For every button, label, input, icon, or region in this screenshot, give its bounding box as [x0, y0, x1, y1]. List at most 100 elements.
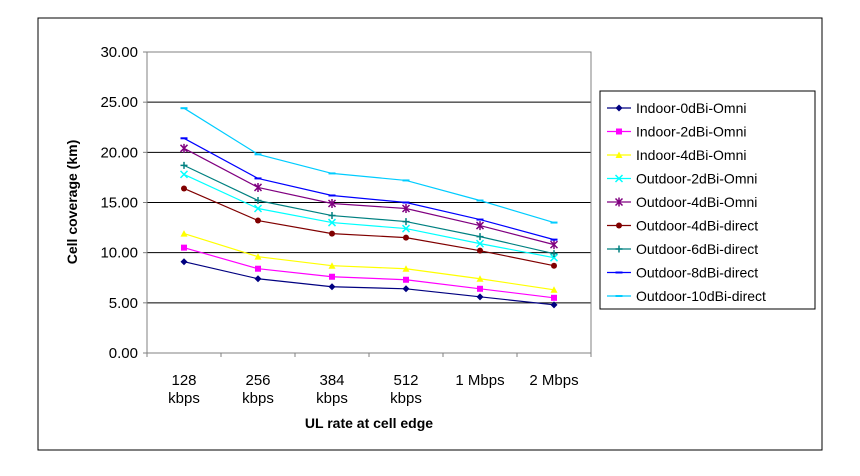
data-point — [329, 230, 335, 237]
legend-item: Outdoor-4dBi-direct — [607, 218, 758, 234]
y-tick-label: 5.00 — [109, 295, 138, 312]
series-line — [183, 137, 555, 241]
series-outdoor-4dbi-omni — [179, 143, 559, 250]
legend-label: Outdoor-4dBi-direct — [636, 218, 758, 234]
data-point — [327, 199, 337, 209]
data-point — [551, 262, 557, 269]
x-tick-label-line: 1 Mbps — [455, 372, 504, 389]
legend-item: Outdoor-8dBi-direct — [607, 265, 758, 281]
legend-item: Outdoor-10dBi-direct — [607, 288, 766, 304]
series-line — [183, 187, 555, 267]
legend-label: Outdoor-6dBi-direct — [636, 241, 758, 257]
data-point — [476, 233, 484, 241]
data-point — [254, 275, 262, 283]
data-point — [255, 217, 261, 224]
series-line — [183, 247, 555, 299]
x-tick-label: 128 kbps — [168, 372, 200, 407]
legend-label: Outdoor-8dBi-direct — [636, 265, 758, 281]
y-tick-label: 20.00 — [100, 144, 138, 161]
legend-item: Indoor-0dBi-Omni — [607, 100, 747, 116]
x-axis-title: UL rate at cell edge — [305, 415, 433, 431]
data-point — [477, 285, 483, 292]
series-line — [183, 233, 555, 291]
legend-box — [599, 90, 816, 310]
y-tick-label: 15.00 — [100, 195, 138, 212]
legend-label: Outdoor-2dBi-Omni — [636, 171, 757, 187]
x-tick-label-line: kbps — [390, 390, 422, 407]
data-point — [254, 196, 262, 204]
data-point — [615, 151, 623, 158]
y-tick-label: 10.00 — [100, 245, 138, 262]
data-point — [402, 218, 410, 226]
data-point — [476, 275, 484, 282]
series-lines — [179, 107, 559, 309]
legend-item: Outdoor-2dBi-Omni — [607, 171, 757, 187]
series-line — [183, 147, 555, 246]
data-point — [180, 258, 188, 266]
y-tick-label: 0.00 — [109, 345, 138, 362]
x-tick-label-line: kbps — [316, 390, 348, 407]
data-point — [475, 239, 485, 248]
data-point — [253, 182, 263, 192]
data-point — [549, 253, 559, 262]
legend-item: Indoor-2dBi-Omni — [607, 124, 747, 140]
x-tick-label-line: 2 Mbps — [529, 372, 578, 389]
data-point — [403, 276, 409, 283]
y-axis-title: Cell coverage (km) — [64, 140, 80, 265]
data-point — [551, 294, 557, 301]
series-outdoor-10dbi-direct — [180, 107, 558, 224]
data-point — [616, 128, 622, 135]
data-point — [328, 283, 336, 291]
legend-label: Outdoor-10dBi-direct — [636, 288, 766, 304]
data-point — [550, 286, 558, 293]
data-point — [327, 218, 337, 227]
data-point — [614, 197, 624, 207]
data-point — [401, 204, 411, 214]
data-point — [550, 301, 558, 309]
x-tick-label-line: 128 — [171, 372, 196, 389]
series-indoor-4dbi-omni — [180, 230, 558, 293]
x-tick-label-line: kbps — [168, 390, 200, 407]
legend-label: Indoor-2dBi-Omni — [636, 124, 747, 140]
data-point — [615, 104, 623, 112]
series-line — [183, 173, 555, 259]
legend-label: Indoor-4dBi-Omni — [636, 147, 747, 163]
series-outdoor-6dbi-direct — [180, 161, 558, 258]
data-point — [477, 247, 483, 254]
series-outdoor-2dbi-omni — [179, 170, 559, 262]
data-point — [475, 221, 485, 231]
series-indoor-0dbi-omni — [180, 258, 558, 309]
y-axis-ticks: 0.00 5.00 10.00 15.00 20.00 25.00 30.00 — [100, 44, 147, 362]
x-tick-label-line: 256 — [245, 372, 270, 389]
data-point — [179, 170, 189, 179]
legend-item: Outdoor-6dBi-direct — [607, 241, 758, 257]
series-outdoor-8dbi-direct — [180, 137, 558, 241]
data-point — [549, 240, 559, 250]
data-point — [401, 224, 411, 233]
data-point — [616, 222, 622, 229]
data-point — [181, 244, 187, 251]
legend-item: Indoor-4dBi-Omni — [607, 147, 747, 163]
x-tick-label: 512 kbps — [390, 372, 422, 407]
series-outdoor-4dbi-direct — [181, 185, 557, 269]
series-line — [183, 164, 555, 255]
data-point — [328, 212, 336, 220]
x-tick-label: 384 kbps — [316, 372, 348, 407]
data-point — [402, 265, 410, 272]
x-tick-label-line: 512 — [393, 372, 418, 389]
legend-item: Outdoor-4dBi-Omni — [607, 194, 757, 210]
data-point — [255, 265, 261, 272]
data-point — [550, 250, 558, 258]
legend-label: Indoor-0dBi-Omni — [636, 100, 747, 116]
series-line — [183, 107, 555, 224]
data-point — [614, 174, 624, 183]
gridlines — [147, 101, 591, 304]
series-indoor-2dbi-omni — [181, 244, 557, 301]
x-tick-label-line: 384 — [319, 372, 344, 389]
data-point — [402, 285, 410, 293]
data-point — [180, 230, 188, 237]
legend-label: Outdoor-4dBi-Omni — [636, 194, 757, 210]
